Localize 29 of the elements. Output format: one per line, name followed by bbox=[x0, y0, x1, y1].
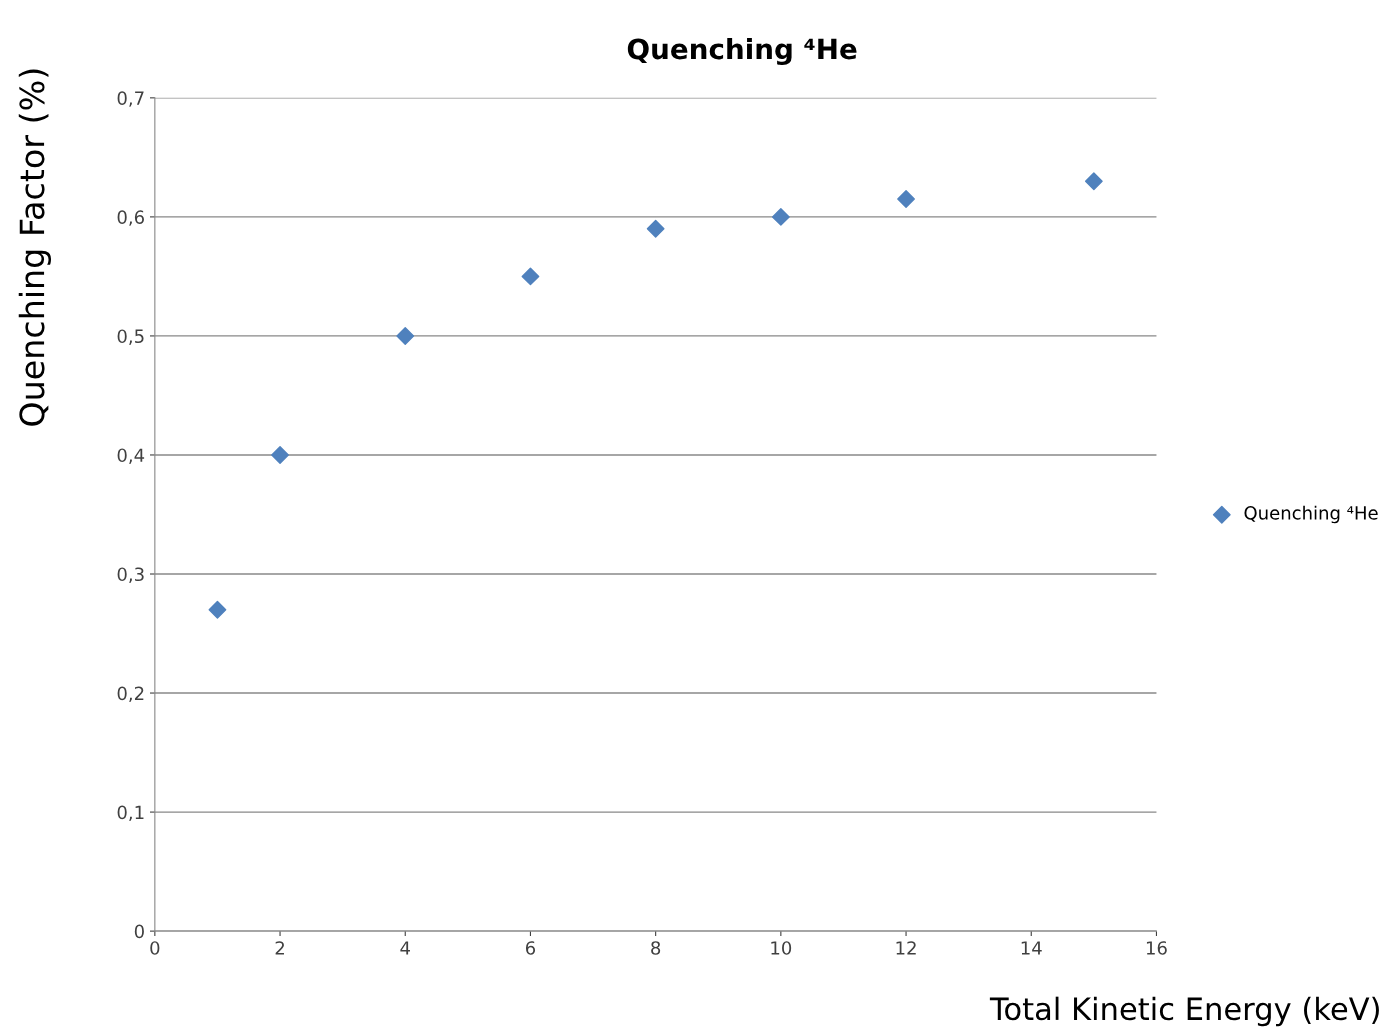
y-axis-title: Quenching Factor (%) bbox=[18, 69, 52, 426]
y-tick-label: 0,3 bbox=[117, 567, 144, 583]
point bbox=[646, 219, 665, 238]
x-tick-label: 6 bbox=[525, 941, 536, 955]
point bbox=[208, 600, 227, 619]
y-tick-label: 0,7 bbox=[117, 91, 144, 107]
x-tick-label: 8 bbox=[651, 941, 661, 955]
y-tick-label: 0,1 bbox=[117, 805, 144, 822]
x-tick-label: 12 bbox=[896, 941, 916, 955]
x-tick-label: 0 bbox=[150, 941, 160, 955]
point bbox=[271, 446, 289, 464]
x-tick-label: 16 bbox=[1146, 941, 1167, 955]
point bbox=[521, 267, 540, 286]
chart-title: Quenching ⁴He bbox=[627, 37, 857, 66]
y-tick-label: 0 bbox=[134, 924, 144, 939]
point bbox=[897, 190, 915, 208]
x-tick-label: 10 bbox=[771, 941, 792, 955]
y-tick-label: 0,2 bbox=[117, 686, 144, 702]
y-tick-label: 0,4 bbox=[117, 448, 145, 464]
y-tick-label: 0,6 bbox=[117, 210, 144, 226]
x-axis-title: Total Kinetic Energy (keV) bbox=[989, 996, 1379, 1027]
x-tick-label: 14 bbox=[1021, 941, 1042, 955]
point bbox=[1084, 172, 1103, 191]
x-tick-label: 2 bbox=[275, 941, 284, 955]
y-tick-label: 0,5 bbox=[117, 329, 144, 345]
legend-label: Quenching ⁴He bbox=[1244, 505, 1378, 524]
point bbox=[771, 207, 790, 226]
point bbox=[396, 327, 415, 345]
x-tick-label: 4 bbox=[400, 941, 410, 955]
